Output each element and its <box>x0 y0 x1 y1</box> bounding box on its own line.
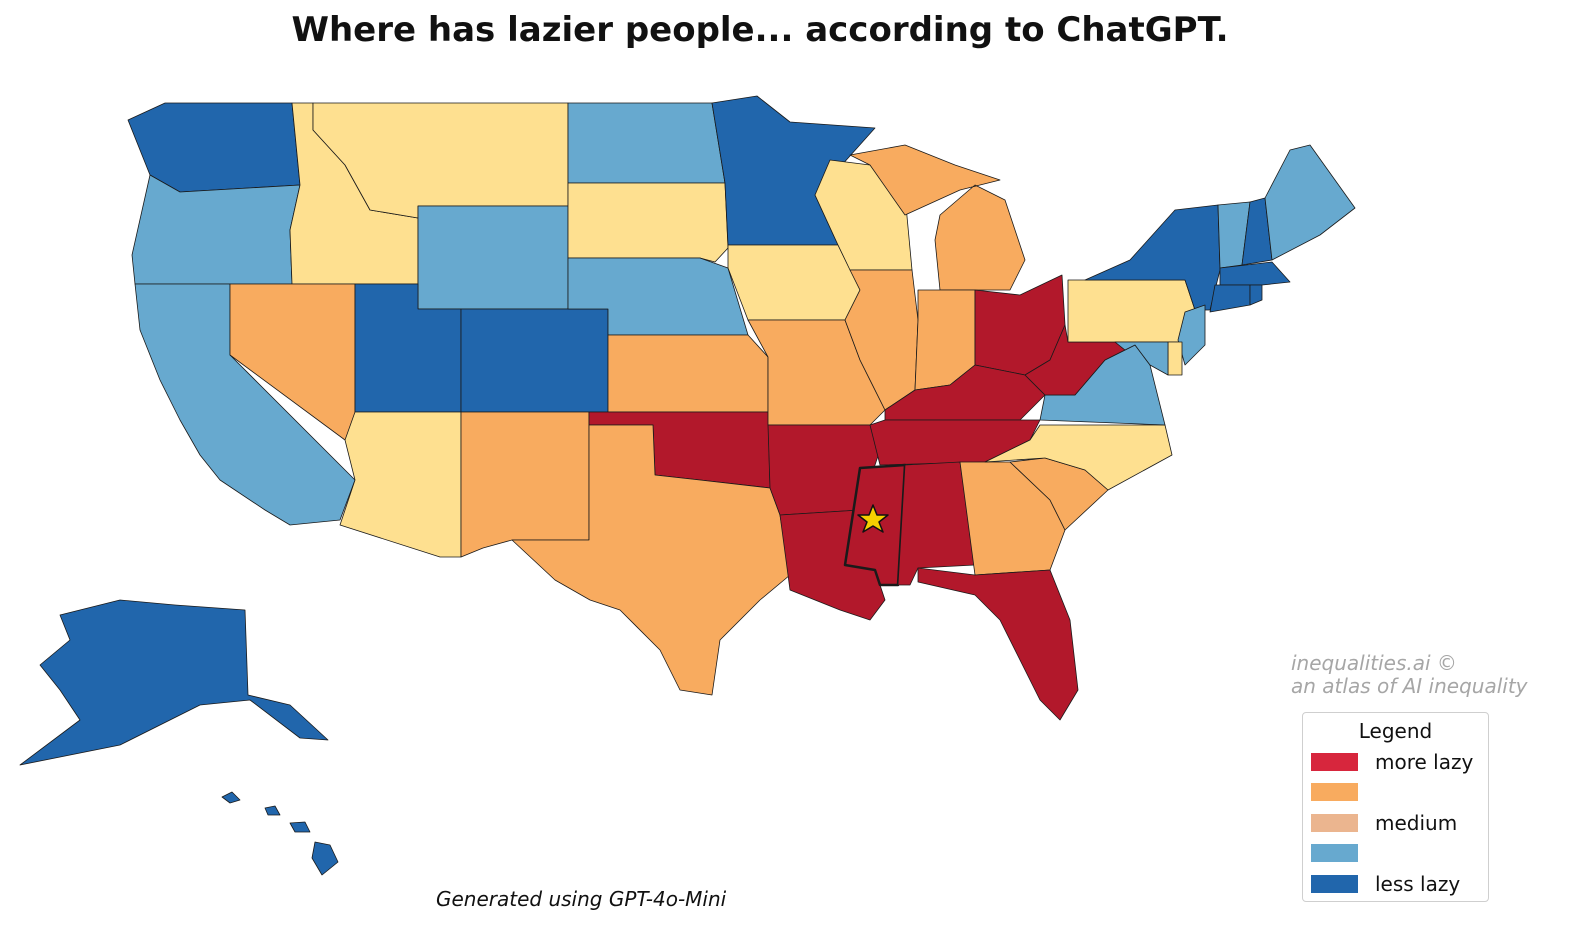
state-kansas <box>607 334 769 413</box>
legend-swatch <box>1311 783 1358 801</box>
watermark-line2: an atlas of AI inequality <box>1291 674 1528 698</box>
legend-swatch <box>1311 844 1358 862</box>
state-maine <box>1264 144 1356 261</box>
state-wyoming <box>417 205 569 310</box>
state-alaska <box>19 599 329 766</box>
state-delaware <box>1167 341 1183 376</box>
watermark: inequalities.ai © an atlas of AI inequal… <box>1291 652 1528 698</box>
footer-note: Generated using GPT-4o-Mini <box>436 887 727 911</box>
state-colorado <box>460 308 609 413</box>
state-south-dakota <box>567 182 729 263</box>
state-new-mexico <box>460 411 590 558</box>
legend-label: more lazy <box>1375 750 1474 774</box>
legend-swatch <box>1311 875 1358 893</box>
state-arizona <box>339 411 462 558</box>
legend-swatch <box>1311 814 1358 832</box>
star-icon <box>857 504 889 533</box>
watermark-line1: inequalities.ai © <box>1291 651 1457 675</box>
state-rhode-island <box>1249 284 1263 306</box>
legend-label: less lazy <box>1375 872 1461 896</box>
legend-swatch <box>1311 753 1358 771</box>
state-new-jersey <box>1177 304 1206 366</box>
state-north-dakota <box>567 102 726 184</box>
legend-label: medium <box>1375 811 1458 835</box>
state-pennsylvania <box>1067 279 1196 343</box>
state-maryland <box>1114 341 1169 376</box>
state-iowa <box>727 244 861 321</box>
state-michigan <box>849 144 1026 291</box>
state-west-virginia <box>1024 324 1126 396</box>
state-florida <box>917 567 1079 721</box>
map-title: Where has lazier people... according to … <box>291 10 1229 50</box>
state-oregon <box>131 174 301 285</box>
state-north-carolina <box>984 424 1173 491</box>
legend: Legend more lazy medium less lazy <box>1302 712 1489 902</box>
state-texas <box>511 424 791 696</box>
state-massachusetts <box>1219 261 1291 286</box>
state-connecticut <box>1209 284 1251 313</box>
legend-title: Legend <box>1358 719 1433 743</box>
state-hawaii <box>221 791 339 876</box>
